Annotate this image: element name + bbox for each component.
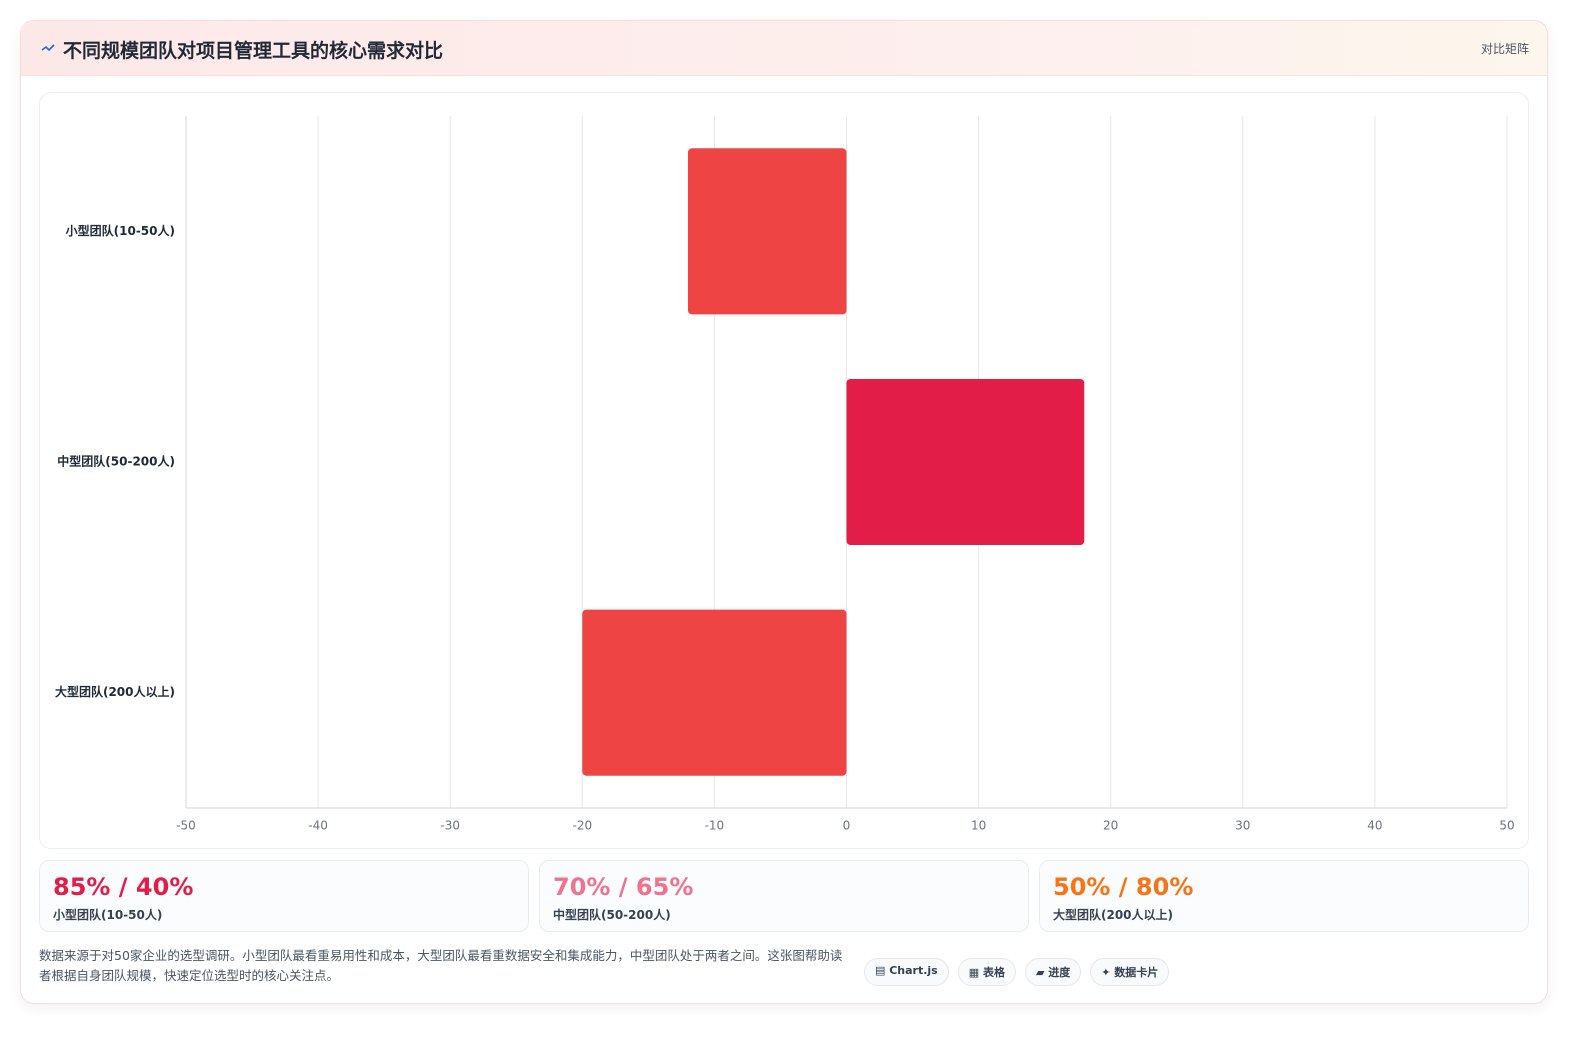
- bar: [846, 378, 1085, 546]
- badge: 对比矩阵: [1480, 42, 1529, 56]
- tag[interactable]: ▰ 进度: [1024, 958, 1082, 986]
- x-tick-label: 30: [1235, 819, 1250, 833]
- tag[interactable]: ✦ 数据卡片: [1090, 958, 1170, 986]
- stat-value: 70% / 65%: [553, 873, 694, 901]
- stat-label: 大型团队(200人以上): [1053, 908, 1174, 922]
- title: 不同规模团队对项目管理工具的核心需求对比: [63, 40, 444, 62]
- x-tick-label: -40: [308, 819, 328, 833]
- stat-value: 50% / 80%: [1053, 873, 1194, 901]
- y-tick-label: 小型团队(10-50人): [66, 223, 175, 238]
- x-tick-label: -10: [705, 819, 725, 833]
- tag-list: ▤ Chart.js ▦ 表格 ▰ 进度 ✦ 数据卡片: [864, 958, 1170, 986]
- x-tick-label: -30: [440, 819, 460, 833]
- stat-value: 85% / 40%: [53, 873, 194, 901]
- stat-card: 70% / 65% 中型团队(50-200人): [539, 860, 1029, 932]
- stat-label: 中型团队(50-200人): [553, 908, 671, 922]
- footnote: 数据来源于对50家企业的选型调研。小型团队最看重易用性和成本，大型团队最看重数据…: [39, 948, 843, 983]
- x-tick-label: 10: [971, 819, 986, 833]
- stat-label: 小型团队(10-50人): [53, 908, 163, 922]
- x-tick-label: -50: [176, 819, 196, 833]
- chart: -50 -40 -30 -20 -10 0 10 20 30 40 50 小型团队(10-50人) 中型…: [55, 116, 1515, 833]
- y-tick-label: 大型团队(200人以上): [55, 684, 175, 699]
- tag[interactable]: ▦ 表格: [957, 958, 1016, 986]
- header: 不同规模团队对项目管理工具的核心需求对比 对比矩阵: [21, 21, 1547, 76]
- stat-card: 50% / 80% 大型团队(200人以上): [1039, 860, 1529, 932]
- bar: [582, 609, 847, 776]
- tag[interactable]: ▤ Chart.js: [864, 958, 949, 986]
- bar: [687, 148, 847, 315]
- x-tick-label: 40: [1367, 819, 1382, 833]
- x-tick-label: -20: [572, 819, 592, 833]
- header-icon: [41, 44, 55, 52]
- x-tick-label: 20: [1103, 819, 1118, 833]
- y-tick-label: 中型团队(50-200人): [57, 454, 175, 469]
- x-tick-label: 0: [843, 819, 851, 833]
- stat-card: 85% / 40% 小型团队(10-50人): [39, 860, 529, 932]
- chart-panel: -50 -40 -30 -20 -10 0 10 20 30 40 50 小型团队(10-50人) 中型…: [39, 92, 1529, 849]
- x-tick-label: 50: [1499, 819, 1514, 833]
